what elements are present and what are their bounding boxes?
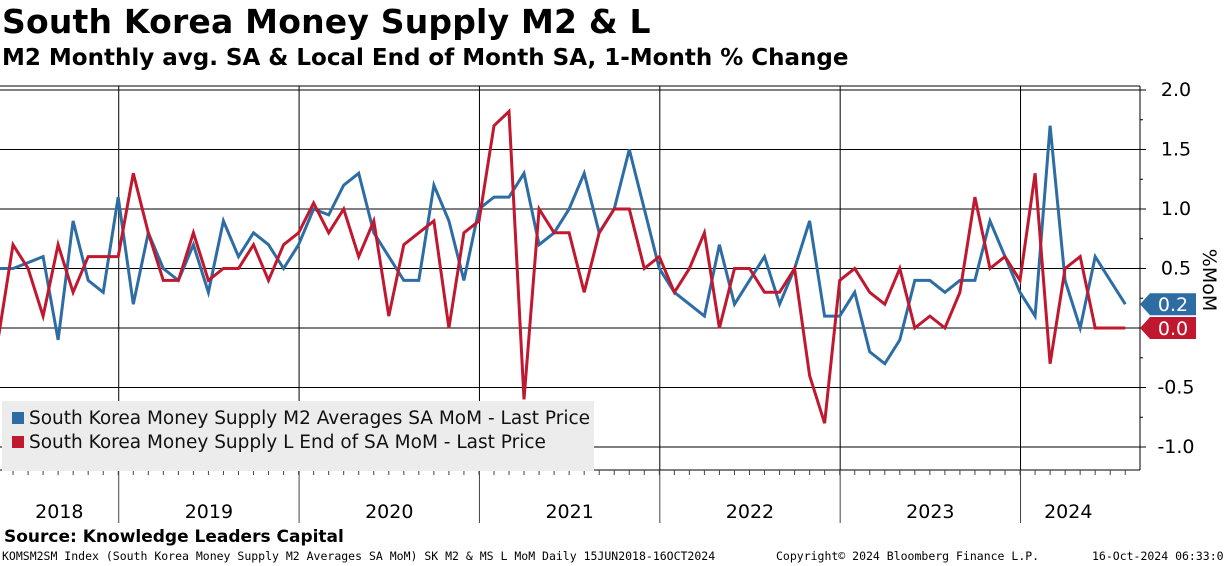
y-tick-label: 1.5 <box>1161 139 1191 161</box>
y-tick-label: 2.0 <box>1161 79 1191 101</box>
legend-swatch-l <box>12 436 24 448</box>
legend-label-m2: South Korea Money Supply M2 Averages SA … <box>29 408 590 429</box>
x-tick-label: 2020 <box>365 501 413 523</box>
chart-title: South Korea Money Supply M2 & L <box>2 2 651 41</box>
last-value-tag-l <box>1140 317 1196 339</box>
footer-timestamp: 16-Oct-2024 06:33:01 <box>1092 549 1224 563</box>
x-tick-label: 2018 <box>35 501 83 523</box>
series-line-l <box>0 108 1126 424</box>
legend: South Korea Money Supply M2 Averages SA … <box>2 401 594 471</box>
x-tick-label: 2019 <box>185 501 233 523</box>
chart-subtitle: M2 Monthly avg. SA & Local End of Month … <box>2 45 849 71</box>
y-tick-label: 0.5 <box>1161 258 1191 280</box>
y-axis-title: %MoM <box>1198 249 1220 311</box>
x-tick-label: 2022 <box>726 501 774 523</box>
x-tick-label: 2024 <box>1044 501 1092 523</box>
source-label: Source: Knowledge Leaders Capital <box>4 527 344 547</box>
y-tick-label: -0.5 <box>1157 377 1194 399</box>
footer-copyright: Copyright© 2024 Bloomberg Finance L.P. <box>776 549 1040 563</box>
y-tick-label: -1.0 <box>1157 436 1194 458</box>
legend-label-l: South Korea Money Supply L End of SA MoM… <box>29 432 546 453</box>
legend-swatch-m2 <box>12 412 24 424</box>
x-tick-label: 2023 <box>906 501 954 523</box>
y-tick-label: 1.0 <box>1161 198 1191 220</box>
x-tick-label: 2021 <box>545 501 593 523</box>
series-line-m2 <box>0 125 1127 366</box>
last-value-label-m2: 0.2 <box>1158 294 1188 316</box>
footer-index-info: KOMSM2SM Index (South Korea Money Supply… <box>2 549 716 563</box>
last-value-tag-m2 <box>1140 293 1196 316</box>
legend-background <box>2 401 594 471</box>
last-value-label-l: 0.0 <box>1158 318 1188 340</box>
